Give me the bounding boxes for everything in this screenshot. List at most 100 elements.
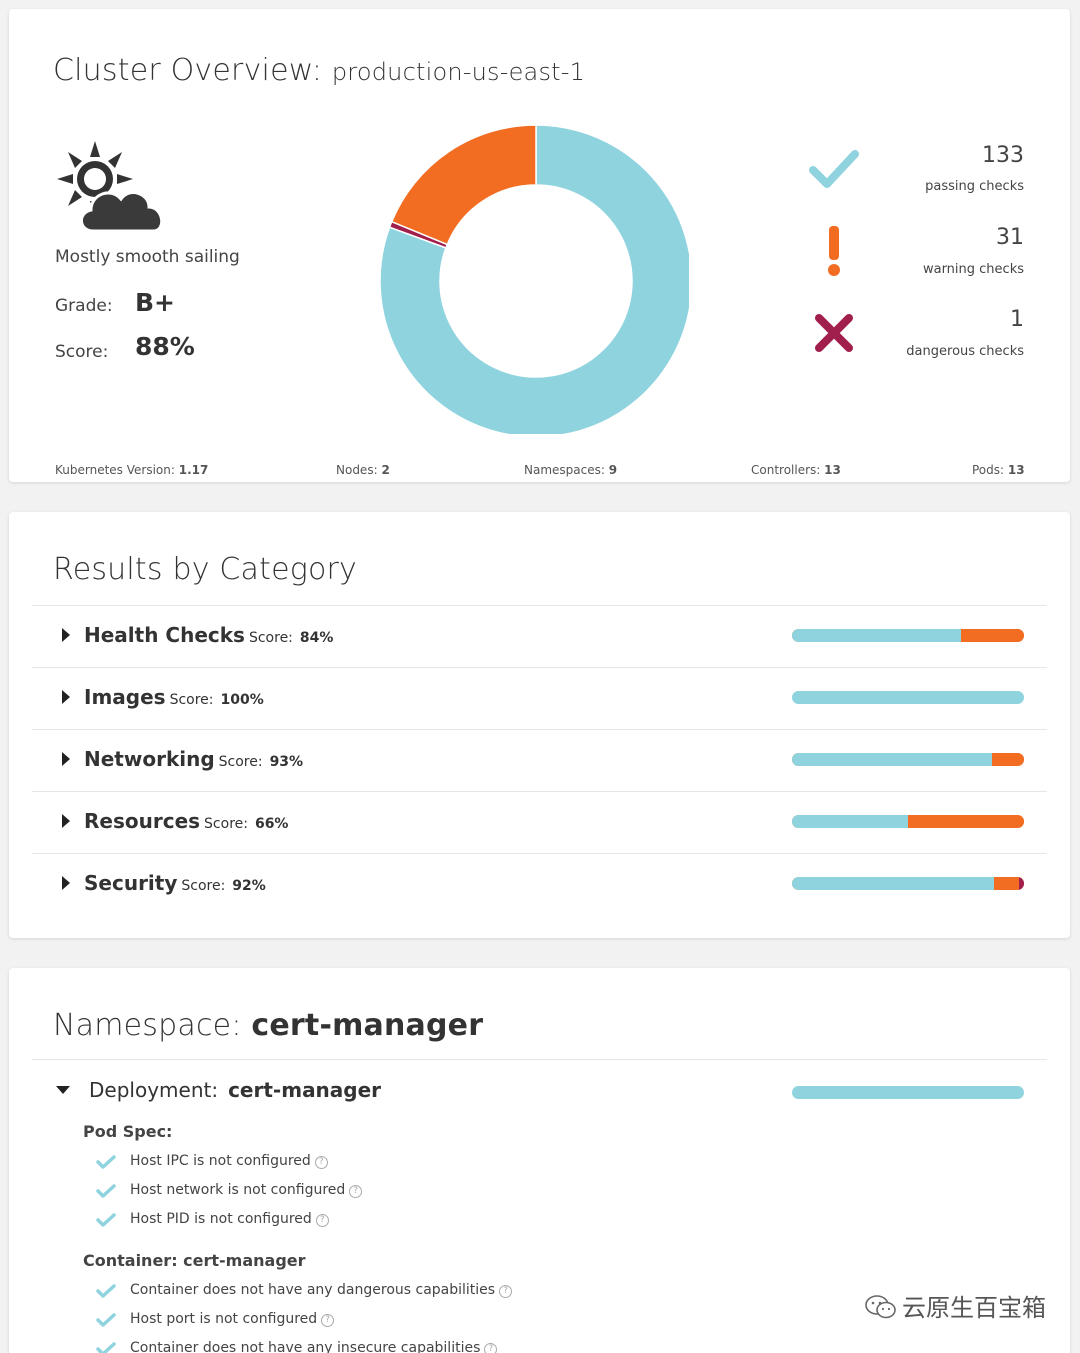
help-icon[interactable]: ? [349,1185,363,1198]
checkmark-icon [96,1213,116,1227]
category-score-label: Score: [181,878,226,894]
check-text: Host network is not configured [130,1182,346,1198]
namespace-name: cert-manager [251,1008,484,1043]
donut-warning-segment [390,124,537,246]
expand-caret-icon[interactable] [62,876,70,890]
status-text: Mostly smooth sailing [55,247,240,267]
bar-pass-segment [792,815,908,828]
check-text: Container does not have any dangerous ca… [130,1282,496,1298]
help-icon[interactable]: ? [484,1343,498,1353]
check-text: Host IPC is not configured [130,1153,311,1169]
grade-label: Grade: [55,296,113,316]
category-score-bar [792,691,1024,704]
container-heading: Container: cert-manager [83,1251,306,1270]
cluster-overview-card: Cluster Overview: production-us-east-1 M… [9,9,1070,482]
stat-controllers: Controllers: 13 [751,463,841,477]
category-row[interactable]: Resources Score: 66% [32,792,1047,854]
passing-label: passing checks [925,179,1024,194]
category-score-label: Score: [218,754,263,770]
bar-warn-segment [991,753,1024,766]
category-score-bar [792,877,1024,890]
category-score-bar [792,753,1024,766]
stat-kubernetes-version: Kubernetes Version: 1.17 [55,463,209,477]
category-score-value: 100% [220,692,264,708]
bar-pass-segment [792,877,994,890]
category-row[interactable]: Images Score: 100% [32,668,1047,730]
namespace-card: Namespace: cert-manager Deployment: cert-… [9,968,1070,1353]
donut-passing-segment [379,124,689,434]
help-icon[interactable]: ? [499,1285,513,1298]
wechat-icon [865,1295,896,1319]
category-score-label: Score: [248,630,293,646]
category-row[interactable]: Health Checks Score: 84% [32,606,1047,668]
results-title: Results by Category [53,552,357,587]
bar-pass-segment [792,753,992,766]
score-value: 88% [135,332,195,361]
bar-warn-segment [908,815,1024,828]
grade-value: B+ [135,288,176,317]
check-text: Host PID is not configured [130,1211,312,1227]
divider [32,1059,1047,1060]
warning-count: 31 [996,225,1024,250]
bar-pass-segment [792,691,1024,704]
category-name: Networking Score: 93% [84,747,304,771]
category-name: Resources Score: 66% [84,809,289,833]
passing-count: 133 [982,143,1024,168]
category-score-label: Score: [204,816,248,832]
category-score-bar [792,629,1024,642]
category-row[interactable]: Security Score: 92% [32,854,1047,916]
category-name: Images Score: 100% [84,685,264,709]
category-score-value: 84% [299,630,334,646]
checkmark-icon [96,1155,116,1169]
checkmark-icon [809,150,859,188]
expand-caret-icon[interactable] [62,628,70,642]
deployment-score-bar [792,1086,1024,1099]
dangerous-count: 1 [1010,307,1024,332]
watermark: 云原生百宝箱 [864,1288,1046,1323]
expand-caret-icon[interactable] [62,814,70,828]
namespace-title: Namespace: cert-manager [53,1008,484,1043]
checks-donut-chart [379,124,689,434]
stat-namespaces: Namespaces: 9 [524,463,618,477]
checkmark-icon [96,1313,116,1327]
stat-nodes: Nodes: 2 [336,463,390,477]
checkmark-icon [96,1342,116,1353]
overview-title: Cluster Overview: production-us-east-1 [53,53,586,88]
cluster-name: production-us-east-1 [331,58,586,86]
checkmark-icon [96,1184,116,1198]
x-icon [815,314,853,352]
pod-spec-heading: Pod Spec: [83,1122,173,1141]
category-score-value: 93% [269,754,304,770]
divider [32,729,1047,730]
warning-label: warning checks [922,262,1024,277]
bar-warn-segment [993,877,1020,890]
bar-pass-segment [792,629,962,642]
category-score-value: 92% [232,878,266,894]
partly-cloudy-icon [57,141,164,233]
expand-caret-icon[interactable] [62,752,70,766]
category-score-bar [792,815,1024,828]
category-name: Health Checks Score: 84% [84,623,334,647]
category-score-value: 66% [254,816,289,832]
divider [32,853,1047,854]
bar-warn-segment [961,629,1024,642]
category-score-label: Score: [169,692,214,708]
bar-danger-segment [1019,877,1024,890]
expand-caret-icon[interactable] [62,690,70,704]
dangerous-label: dangerous checks [906,344,1024,359]
help-icon[interactable]: ? [315,1214,329,1227]
check-text: Container does not have any insecure cap… [130,1340,481,1353]
stat-pods: Pods: 13 [972,463,1025,477]
deployment-header[interactable]: Deployment: cert-manager [89,1078,382,1102]
help-icon[interactable]: ? [314,1156,328,1169]
divider [32,605,1047,606]
category-row[interactable]: Networking Score: 93% [32,730,1047,792]
collapse-caret-icon[interactable] [56,1086,70,1094]
divider [32,667,1047,668]
category-name: Security Score: 92% [84,871,266,895]
exclamation-icon [828,226,840,276]
check-text: Host port is not configured [130,1311,318,1327]
results-card: Results by Category Health Checks Score: … [9,512,1070,938]
divider [32,791,1047,792]
help-icon[interactable]: ? [321,1314,335,1327]
